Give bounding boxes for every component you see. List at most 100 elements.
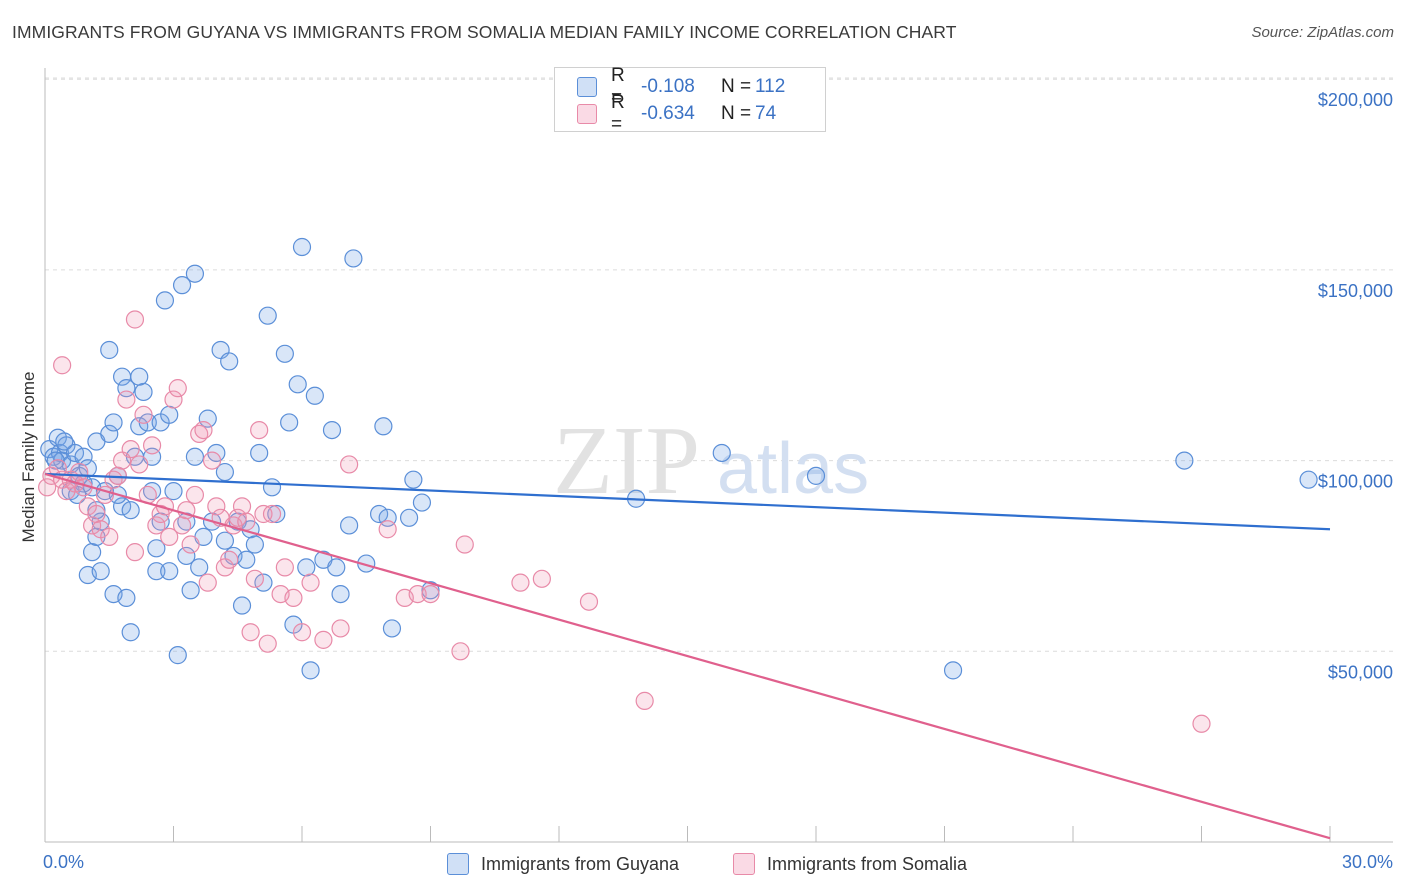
chart-title: IMMIGRANTS FROM GUYANA VS IMMIGRANTS FRO… <box>12 22 957 42</box>
somalia-swatch <box>577 104 597 124</box>
guyana-point <box>412 493 432 512</box>
somalia-point <box>635 691 654 710</box>
guyana-point <box>806 466 826 485</box>
guyana-point <box>331 584 350 604</box>
tick-labels: $50,000 $100,000 $150,000 $200,000 0.0% 30.0% <box>43 90 1393 872</box>
chart-source: Source: ZipAtlas.com <box>1251 24 1394 41</box>
somalia-point <box>331 619 350 638</box>
guyana-point <box>172 276 192 295</box>
guyana-point <box>943 661 963 680</box>
guyana-point <box>297 558 316 577</box>
somalia-point <box>455 535 474 554</box>
guyana-point <box>267 504 286 524</box>
somalia-point <box>284 588 303 608</box>
guyana-point <box>301 661 320 680</box>
somalia-point <box>125 543 145 562</box>
y-tick-label: $150,000 <box>1318 281 1393 301</box>
guyana-point <box>245 535 264 554</box>
guyana-point <box>215 462 234 482</box>
y-tick-label: $100,000 <box>1318 472 1393 492</box>
somalia-point <box>511 573 530 592</box>
guyana-point <box>168 646 187 665</box>
somalia-point <box>1192 714 1211 733</box>
guyana-point <box>288 375 307 394</box>
guyana-point <box>374 417 393 436</box>
guyana-point <box>164 482 183 501</box>
guyana-point <box>327 558 346 577</box>
guyana-point <box>712 443 731 463</box>
guyana-point <box>258 306 277 325</box>
guyana-point <box>185 447 205 466</box>
guyana-point <box>177 546 196 566</box>
guyana-point <box>1175 451 1194 470</box>
legend-n-value: 74 <box>755 103 777 124</box>
somalia-point <box>408 584 427 604</box>
guyana-point <box>104 413 123 432</box>
guyana-point <box>83 543 102 562</box>
guyana-point <box>130 367 149 386</box>
somalia-point <box>147 516 166 535</box>
guyana-point <box>262 478 282 497</box>
guyana-point <box>147 539 166 558</box>
somalia-point <box>421 584 440 604</box>
guyana-point <box>134 382 153 402</box>
somalia-point <box>579 592 599 611</box>
legend-r-value: -0.108 <box>641 76 695 97</box>
guyana-point <box>185 264 205 283</box>
guyana-point <box>292 237 312 257</box>
guyana-point <box>65 443 85 463</box>
guyana-point <box>250 443 269 463</box>
somalia-point <box>160 527 179 546</box>
guyana-point <box>1299 470 1318 489</box>
somalia-point <box>237 512 256 531</box>
guyana-point <box>121 501 140 520</box>
somalia-point <box>87 504 106 524</box>
somalia-point <box>232 497 252 516</box>
guyana-point <box>370 504 389 524</box>
somalia-point <box>202 451 222 470</box>
guyana-point <box>117 588 136 608</box>
guyana-point <box>215 531 234 550</box>
somalia-point <box>314 630 333 649</box>
legend-n-value: 112 <box>755 76 786 97</box>
somalia-point <box>134 405 153 424</box>
guyana-point <box>305 386 324 405</box>
somalia-point <box>121 440 140 459</box>
guyana-point <box>91 562 110 581</box>
somalia-point <box>172 516 192 535</box>
somalia-point <box>275 558 294 577</box>
legend-r-value: -0.634 <box>641 103 695 124</box>
guyana-point <box>404 470 423 489</box>
guyana-point <box>198 409 217 428</box>
somalia-point <box>301 573 320 592</box>
somalia-point <box>207 497 226 516</box>
x-tick-label: 30.0% <box>1342 852 1393 872</box>
legend-r-label: R = <box>611 65 625 108</box>
guyana-legend-swatch <box>447 853 469 875</box>
guyana-point <box>280 413 299 432</box>
trend-lines <box>44 472 1331 840</box>
guyana-point <box>399 508 419 527</box>
somalia-point <box>262 504 282 524</box>
somalia-point <box>532 569 551 588</box>
guyana-point <box>344 249 363 268</box>
legend-item-somalia[interactable]: Immigrants from Somalia <box>733 852 967 876</box>
guyana-swatch <box>577 77 597 97</box>
guyana-point <box>68 485 87 505</box>
somalia-point <box>164 390 183 409</box>
legend-item-guyana[interactable]: Immigrants from Guyana <box>447 852 679 876</box>
somalia-point <box>53 356 72 375</box>
guyana-point <box>322 420 342 440</box>
guyana-point <box>130 417 149 436</box>
guyana-point <box>220 352 239 371</box>
legend-row-somalia: R = -0.634 N = 74 <box>577 92 795 135</box>
somalia-point <box>241 623 260 642</box>
somalia-point <box>70 462 89 482</box>
guyana-point <box>112 497 132 516</box>
somalia-point <box>250 420 269 440</box>
legend-n-label: N = <box>721 103 752 124</box>
guyana-point <box>254 573 273 592</box>
somalia-point <box>194 420 213 440</box>
guyana-point <box>275 344 294 363</box>
